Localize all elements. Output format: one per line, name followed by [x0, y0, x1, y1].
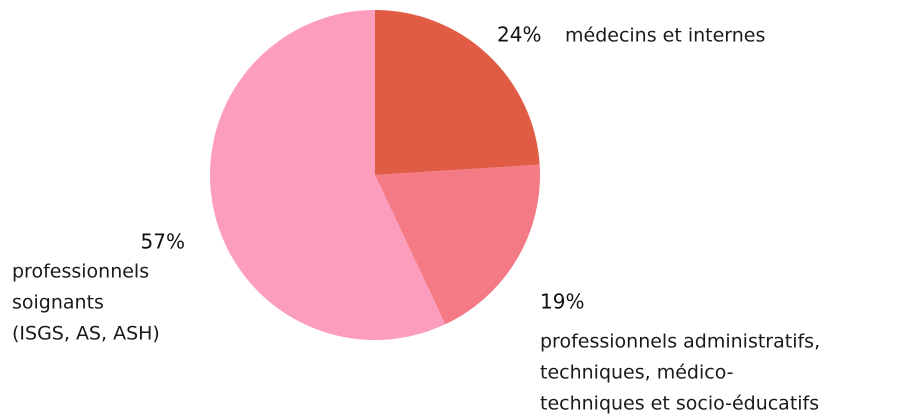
category-label: soignants	[12, 292, 104, 314]
category-label: techniques, médico-	[540, 362, 734, 384]
category-label: médecins et internes	[565, 25, 765, 47]
category-label: professionnels administratifs,	[540, 331, 820, 353]
value-label: 19%	[540, 290, 584, 314]
pie-slice	[209, 10, 446, 340]
value-label: 57%	[141, 230, 185, 254]
pie-slice	[375, 164, 541, 325]
category-label: professionnels	[12, 261, 149, 283]
pie-slice	[375, 10, 540, 175]
category-label: techniques et socio-éducatifs	[540, 393, 819, 415]
value-label: 24%	[497, 23, 541, 47]
category-label: (ISGS, AS, ASH)	[12, 323, 160, 345]
